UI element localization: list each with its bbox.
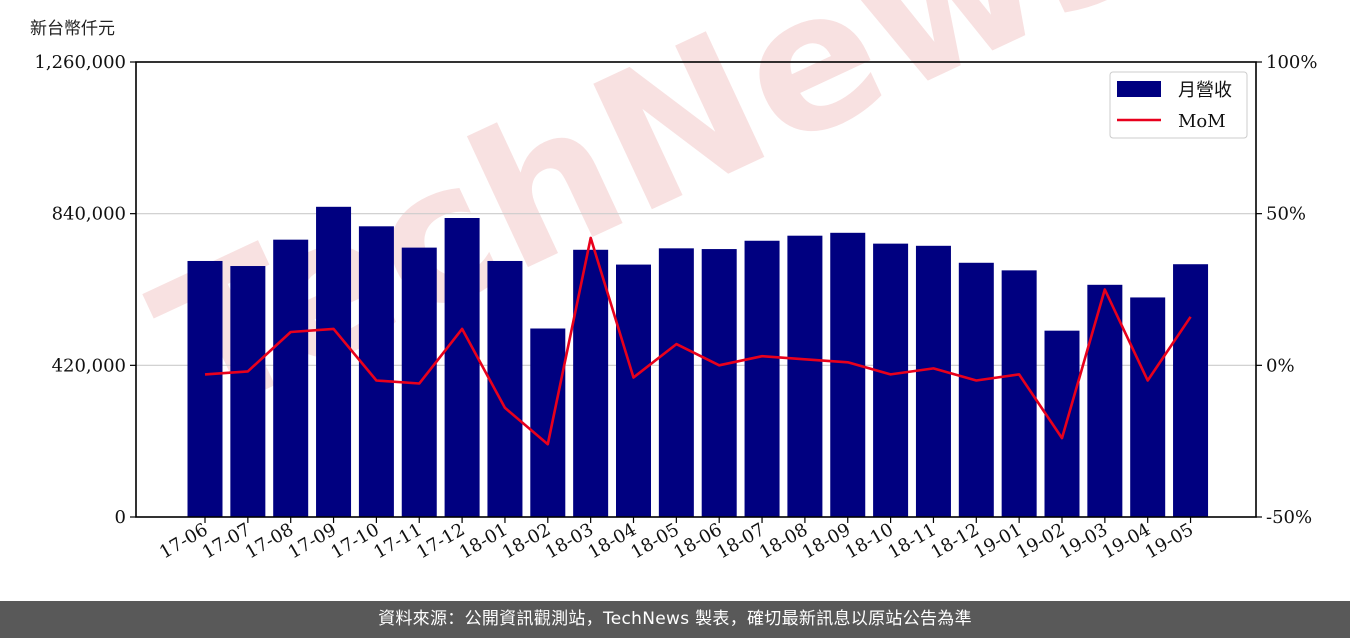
x-tick-label: 18-02 <box>499 519 554 563</box>
x-tick-label: 18-03 <box>542 519 597 563</box>
y-right-tick-label: 0% <box>1266 355 1295 376</box>
x-tick-label: 18-11 <box>885 519 940 563</box>
y-right-tick-label: -50% <box>1266 507 1312 528</box>
y-right-tick-label: 100% <box>1266 52 1317 73</box>
x-tick-label: 19-02 <box>1013 519 1068 563</box>
legend: 月營收 MoM <box>1109 71 1248 139</box>
mom-line-series <box>204 236 1192 446</box>
revenue-bar <box>915 245 951 518</box>
x-tick-label: 18-04 <box>585 519 640 563</box>
x-tick-label: 17-11 <box>370 519 425 563</box>
revenue-chart: TechNews 0420,000840,0001,260,000-50%0%5… <box>34 0 1317 563</box>
y-left-tick-label: 420,000 <box>52 355 126 376</box>
revenue-bar <box>744 240 780 517</box>
source-footer: 資料來源：公開資訊觀測站，TechNews 製表，確切最新訊息以原站公告為準 <box>0 601 1350 638</box>
x-tick-label: 18-01 <box>456 519 511 563</box>
x-tick-label: 19-01 <box>970 519 1025 563</box>
revenue-bar <box>187 260 223 517</box>
x-tick-label: 18-12 <box>927 519 982 563</box>
x-tick-label: 18-05 <box>627 519 682 563</box>
legend-swatch-bar <box>1117 81 1161 97</box>
revenue-bar <box>830 232 866 518</box>
x-tick-label: 17-07 <box>199 519 254 563</box>
revenue-bar <box>230 266 266 517</box>
revenue-bar <box>273 239 309 517</box>
x-tick-label: 19-04 <box>1099 519 1154 563</box>
revenue-bar <box>1130 297 1166 517</box>
plot-frame <box>135 61 1257 518</box>
revenue-bar <box>1173 264 1209 517</box>
y-left-tick-label: 840,000 <box>52 204 126 225</box>
revenue-bar <box>787 235 823 517</box>
y-right-tick-label: 50% <box>1266 204 1306 225</box>
x-tick-label: 18-08 <box>756 519 811 563</box>
bar-series <box>187 206 1209 518</box>
x-tick-label: 17-12 <box>413 519 468 563</box>
revenue-bar <box>358 226 394 518</box>
revenue-bar <box>958 262 994 517</box>
x-tick-label: 17-06 <box>156 519 211 563</box>
legend-label-mom: MoM <box>1178 111 1226 132</box>
revenue-bar <box>316 206 352 518</box>
revenue-bar <box>616 264 651 517</box>
x-tick-label: 18-07 <box>713 519 768 563</box>
x-tick-label: 18-06 <box>670 519 725 563</box>
revenue-bar <box>658 248 694 518</box>
revenue-bar <box>1087 284 1123 517</box>
x-tick-label: 18-10 <box>842 519 897 563</box>
revenue-bar <box>530 328 566 517</box>
x-tick-label: 18-09 <box>799 519 854 563</box>
x-tick-label: 17-10 <box>327 519 382 563</box>
revenue-bar <box>444 218 480 517</box>
x-tick-label: 17-08 <box>242 519 297 563</box>
revenue-bar <box>573 249 609 517</box>
y-axis-unit-label: 新台幣仟元 <box>30 19 115 39</box>
y-left-tick-label: 1,260,000 <box>34 52 126 73</box>
legend-label-revenue: 月營收 <box>1178 80 1232 101</box>
revenue-bar <box>873 243 909 517</box>
x-tick-label: 19-05 <box>1142 519 1197 563</box>
revenue-bar <box>487 260 523 517</box>
x-tick-label: 17-09 <box>285 519 340 563</box>
y-left-tick-label: 0 <box>115 507 126 528</box>
mom-line <box>204 236 1192 446</box>
revenue-bar <box>701 249 737 518</box>
revenue-bar <box>1044 330 1080 517</box>
x-tick-label: 19-03 <box>1056 519 1111 563</box>
